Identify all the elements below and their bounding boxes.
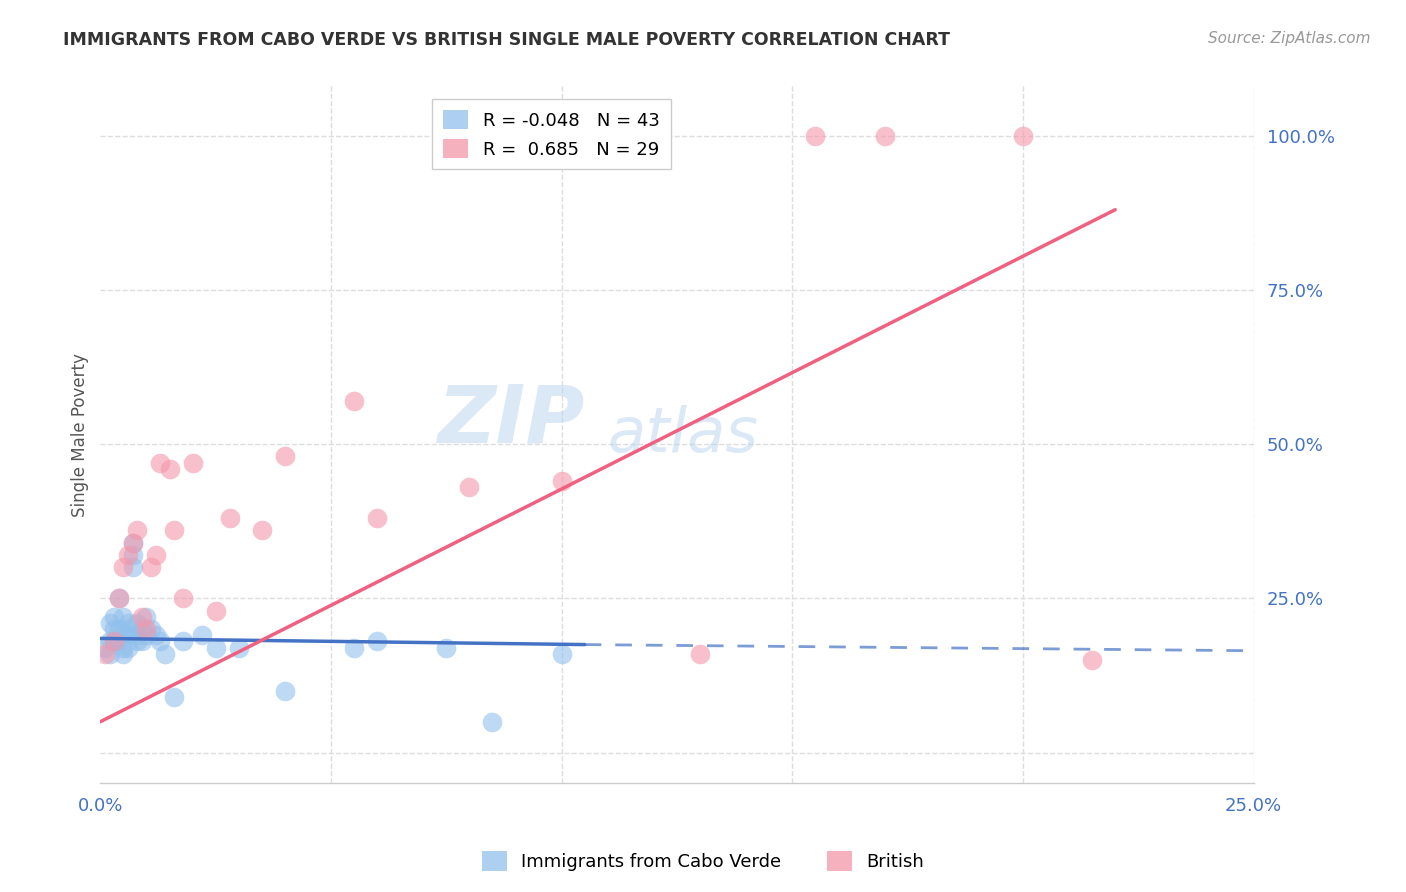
Point <box>366 511 388 525</box>
Point <box>112 628 135 642</box>
Point <box>145 548 167 562</box>
Point <box>139 560 162 574</box>
Point <box>94 647 117 661</box>
Point <box>250 524 273 538</box>
Point <box>131 634 153 648</box>
Point <box>131 610 153 624</box>
Point <box>149 634 172 648</box>
Point <box>481 714 503 729</box>
Point <box>117 628 139 642</box>
Point <box>112 640 135 655</box>
Point <box>366 634 388 648</box>
Point <box>159 462 181 476</box>
Point <box>804 128 827 143</box>
Legend: R = -0.048   N = 43, R =  0.685   N = 29: R = -0.048 N = 43, R = 0.685 N = 29 <box>432 99 671 169</box>
Point <box>204 604 226 618</box>
Point <box>103 610 125 624</box>
Point <box>127 524 149 538</box>
Text: atlas: atlas <box>607 405 759 465</box>
Point <box>139 622 162 636</box>
Point <box>98 615 121 630</box>
Point <box>172 634 194 648</box>
Point <box>1081 653 1104 667</box>
Point <box>458 480 481 494</box>
Point <box>153 647 176 661</box>
Point <box>343 640 366 655</box>
Point <box>1012 128 1035 143</box>
Point <box>434 640 457 655</box>
Point <box>117 640 139 655</box>
Point <box>94 640 117 655</box>
Point <box>98 634 121 648</box>
Point <box>181 456 204 470</box>
Point <box>127 615 149 630</box>
Point <box>112 560 135 574</box>
Text: IMMIGRANTS FROM CABO VERDE VS BRITISH SINGLE MALE POVERTY CORRELATION CHART: IMMIGRANTS FROM CABO VERDE VS BRITISH SI… <box>63 31 950 49</box>
Point <box>98 647 121 661</box>
Point <box>121 536 143 550</box>
Point <box>127 634 149 648</box>
Point <box>218 511 240 525</box>
Point <box>107 622 129 636</box>
Point <box>103 622 125 636</box>
Point <box>135 622 157 636</box>
Point <box>274 683 297 698</box>
Point <box>121 548 143 562</box>
Point <box>131 622 153 636</box>
Point <box>163 524 186 538</box>
Point <box>112 647 135 661</box>
Point <box>103 634 125 648</box>
Point <box>117 622 139 636</box>
Text: Source: ZipAtlas.com: Source: ZipAtlas.com <box>1208 31 1371 46</box>
Point <box>172 591 194 606</box>
Point <box>149 456 172 470</box>
Point <box>274 450 297 464</box>
Point <box>204 640 226 655</box>
Legend: Immigrants from Cabo Verde, British: Immigrants from Cabo Verde, British <box>475 844 931 879</box>
Point <box>163 690 186 704</box>
Point <box>107 634 129 648</box>
Point <box>135 610 157 624</box>
Point <box>107 591 129 606</box>
Point <box>550 474 572 488</box>
Point <box>873 128 896 143</box>
Text: ZIP: ZIP <box>437 382 585 460</box>
Point <box>228 640 250 655</box>
Y-axis label: Single Male Poverty: Single Male Poverty <box>72 353 89 516</box>
Point <box>121 536 143 550</box>
Point <box>550 647 572 661</box>
Point <box>343 393 366 408</box>
Point <box>117 548 139 562</box>
Point <box>689 647 711 661</box>
Point <box>135 628 157 642</box>
Point <box>121 560 143 574</box>
Point <box>112 610 135 624</box>
Point <box>107 591 129 606</box>
Point <box>191 628 214 642</box>
Point <box>117 615 139 630</box>
Point <box>145 628 167 642</box>
Point <box>103 634 125 648</box>
Point <box>127 628 149 642</box>
